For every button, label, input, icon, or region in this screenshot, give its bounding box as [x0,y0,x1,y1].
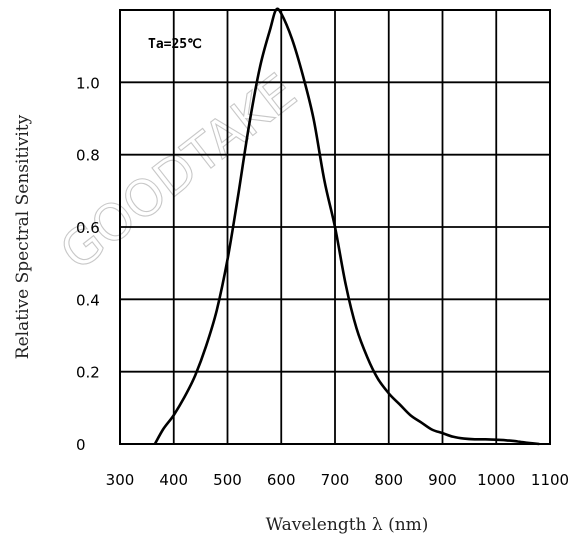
watermark-text: GOODTAKE [50,63,307,282]
y-tick-label: 0 [76,436,86,454]
y-tick-label: 0.6 [76,219,100,237]
x-tick-label: 500 [213,471,242,489]
x-tick-label: 800 [374,471,403,489]
x-tick-label: 400 [159,471,188,489]
x-axis-label: Wavelength λ (nm) [266,515,429,535]
sensitivity-curve [153,7,540,446]
x-tick-label: 600 [267,471,296,489]
x-tick-label: 300 [106,471,135,489]
y-tick-label: 0.8 [76,147,100,165]
y-axis-label: Relative Spectral Sensitivity [13,114,33,359]
temperature-annotation: Ta=25℃ [148,37,202,52]
x-tick-label: 1100 [531,471,569,489]
y-tick-label: 0.2 [76,364,100,382]
y-tick-label: 1.0 [76,74,100,92]
x-tick-label: 700 [321,471,350,489]
x-tick-label: 900 [428,471,457,489]
x-tick-label: 1000 [477,471,515,489]
y-tick-label: 0.4 [76,291,100,309]
